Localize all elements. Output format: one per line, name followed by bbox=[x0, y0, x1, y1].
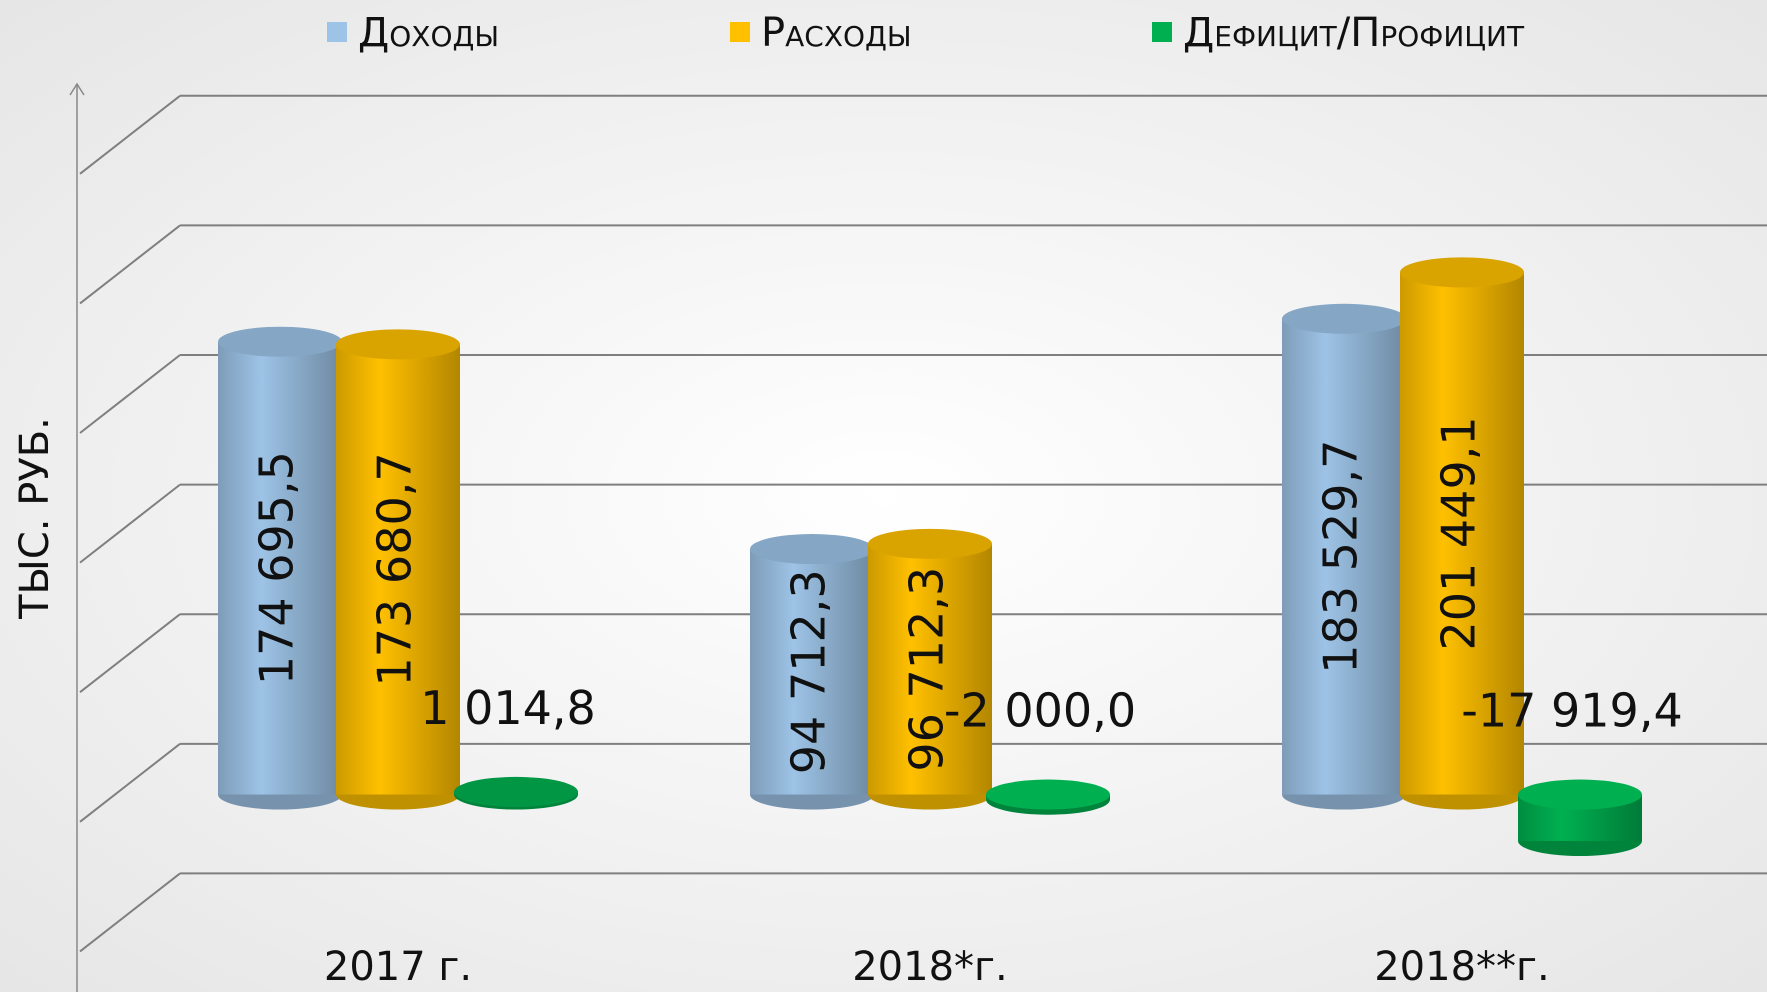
value-label: 174 695,5 bbox=[250, 451, 304, 685]
bar-cap bbox=[218, 326, 342, 357]
bar-cap bbox=[986, 779, 1110, 810]
bar-cap bbox=[750, 534, 874, 565]
legend-swatch bbox=[1152, 22, 1172, 42]
legend-label: Расходы bbox=[761, 10, 912, 56]
value-label: 201 449,1 bbox=[1432, 416, 1486, 650]
bar-cap bbox=[1282, 303, 1406, 334]
value-label: 173 680,7 bbox=[368, 452, 422, 686]
grid-diagonal bbox=[79, 354, 181, 434]
bar-cap bbox=[336, 329, 460, 360]
value-label: 1 014,8 bbox=[420, 681, 596, 735]
value-label: 94 712,3 bbox=[782, 569, 836, 774]
grid-diagonal bbox=[79, 224, 181, 305]
bar bbox=[1400, 272, 1524, 795]
legend-swatch bbox=[730, 22, 750, 42]
bar bbox=[336, 344, 460, 795]
bar bbox=[868, 543, 992, 795]
x-tick-label: 2018**г. bbox=[1374, 944, 1550, 990]
y-axis-label: ТЫС. РУБ. bbox=[12, 417, 58, 620]
bar-cap bbox=[1400, 257, 1524, 288]
grid-diagonal bbox=[79, 872, 181, 953]
bar-cap bbox=[868, 528, 992, 559]
bar-cap bbox=[454, 776, 578, 807]
legend-label: Доходы bbox=[358, 10, 499, 56]
grid-diagonal bbox=[79, 95, 181, 175]
grid-diagonal bbox=[79, 483, 181, 564]
value-label: 183 529,7 bbox=[1314, 440, 1368, 674]
bar bbox=[750, 549, 874, 795]
grid-diagonal bbox=[79, 743, 181, 823]
value-label: -2 000,0 bbox=[944, 684, 1136, 738]
bar bbox=[1282, 318, 1406, 795]
grid-diagonal bbox=[79, 613, 181, 694]
x-tick-label: 2017 г. bbox=[324, 944, 472, 990]
x-tick-label: 2018*г. bbox=[852, 944, 1008, 990]
value-label: 96 712,3 bbox=[900, 567, 954, 772]
bar bbox=[218, 341, 342, 795]
value-label: -17 919,4 bbox=[1461, 684, 1682, 738]
y-axis-arrow bbox=[69, 82, 85, 96]
bar-cap bbox=[1518, 779, 1642, 810]
legend-swatch bbox=[327, 22, 347, 42]
legend-label: Дефицит/Профицит bbox=[1183, 10, 1525, 56]
